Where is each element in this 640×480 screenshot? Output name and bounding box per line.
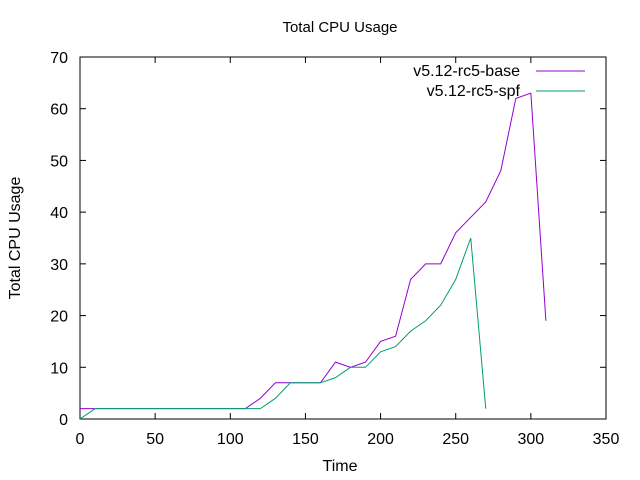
y-axis-ticks: 0 10 20 30 40 50 60 70 [50,50,606,429]
legend: v5.12-rc5-base v5.12-rc5-spf [413,63,585,100]
y-tick-label: 20 [50,309,68,326]
y-tick-label: 60 [50,102,68,119]
x-axis-ticks: 0 50 100 150 200 250 300 350 [76,57,620,448]
series-line-2 [79,237,487,420]
series-lines [79,92,547,420]
x-axis-label: Time [323,458,358,475]
x-tick-label: 0 [76,431,85,448]
plot-area [79,56,607,420]
x-tick-label: 100 [217,431,244,448]
y-tick-label: 10 [50,360,68,377]
y-tick-label: 50 [50,153,68,170]
legend-label-2: v5.12-rc5-spf [427,83,521,100]
x-tick-label: 250 [442,431,469,448]
x-tick-label: 150 [292,431,319,448]
y-tick-label: 70 [50,50,68,67]
x-tick-label: 350 [593,431,620,448]
x-tick-label: 300 [518,431,545,448]
x-tick-label: 50 [146,431,164,448]
plot-frame [79,56,607,420]
chart-title: Total CPU Usage [282,19,397,36]
y-tick-label: 30 [50,257,68,274]
x-tick-label: 200 [367,431,394,448]
series-line-1 [80,92,547,410]
y-axis-label: Total CPU Usage [7,177,24,300]
legend-label-1: v5.12-rc5-base [413,63,520,80]
y-tick-label: 40 [50,205,68,222]
y-tick-label: 0 [59,412,68,429]
